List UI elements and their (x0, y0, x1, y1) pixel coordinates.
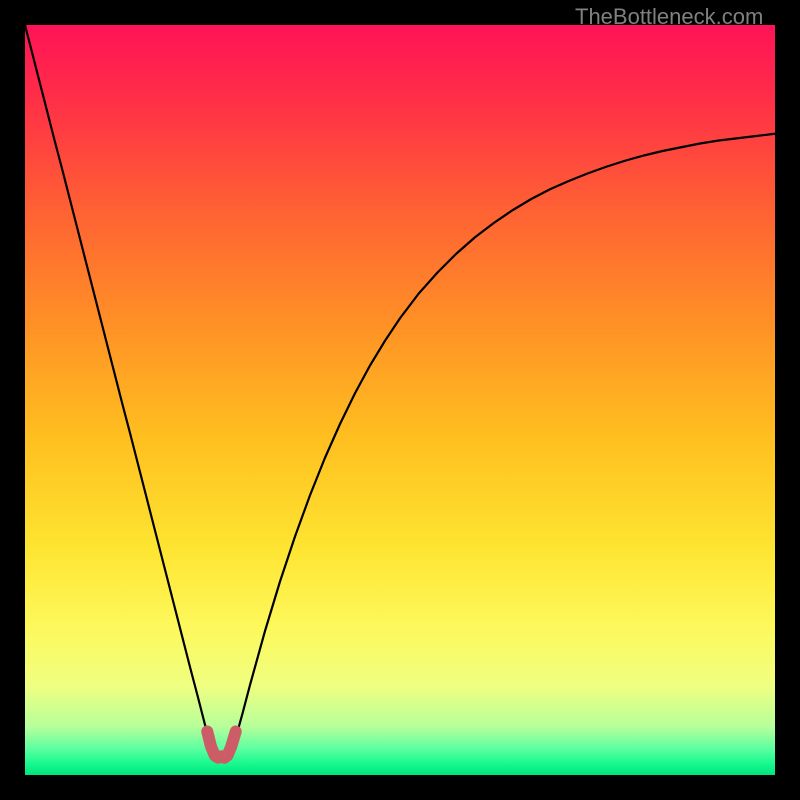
chart-container: TheBottleneck.com (0, 0, 800, 800)
watermark-text: TheBottleneck.com (575, 4, 763, 30)
bottleneck-curve-chart (0, 0, 800, 800)
